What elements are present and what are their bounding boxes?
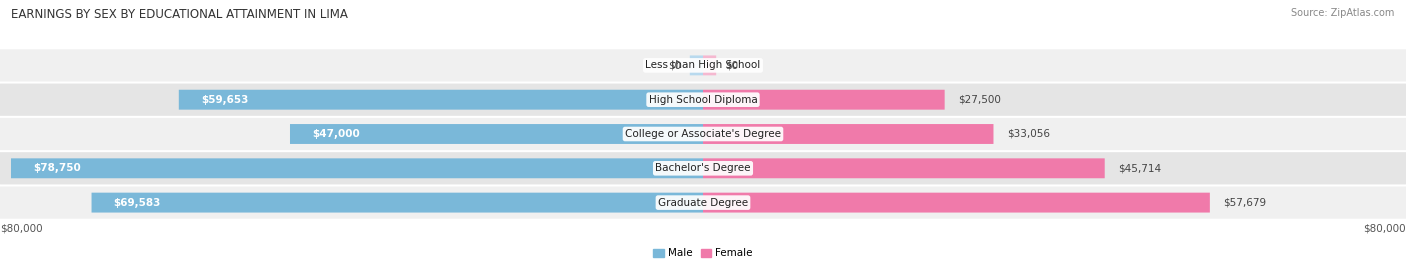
FancyBboxPatch shape: [0, 49, 1406, 81]
Text: Source: ZipAtlas.com: Source: ZipAtlas.com: [1291, 8, 1395, 18]
Text: EARNINGS BY SEX BY EDUCATIONAL ATTAINMENT IN LIMA: EARNINGS BY SEX BY EDUCATIONAL ATTAINMEN…: [11, 8, 349, 21]
Text: High School Diploma: High School Diploma: [648, 95, 758, 105]
FancyBboxPatch shape: [0, 84, 1406, 116]
Text: Bachelor's Degree: Bachelor's Degree: [655, 163, 751, 173]
Text: $27,500: $27,500: [957, 95, 1001, 105]
FancyBboxPatch shape: [690, 55, 703, 75]
FancyBboxPatch shape: [0, 187, 1406, 219]
FancyBboxPatch shape: [0, 152, 1406, 184]
Text: $45,714: $45,714: [1118, 163, 1161, 173]
Text: $78,750: $78,750: [32, 163, 80, 173]
Text: $57,679: $57,679: [1223, 198, 1267, 208]
Text: $69,583: $69,583: [114, 198, 160, 208]
Text: $0: $0: [668, 60, 681, 70]
FancyBboxPatch shape: [703, 55, 716, 75]
Text: College or Associate's Degree: College or Associate's Degree: [626, 129, 780, 139]
FancyBboxPatch shape: [290, 124, 703, 144]
Text: Graduate Degree: Graduate Degree: [658, 198, 748, 208]
Text: $80,000: $80,000: [1364, 223, 1406, 233]
FancyBboxPatch shape: [91, 193, 703, 213]
FancyBboxPatch shape: [703, 90, 945, 110]
Text: Less than High School: Less than High School: [645, 60, 761, 70]
FancyBboxPatch shape: [703, 124, 994, 144]
Text: $80,000: $80,000: [0, 223, 42, 233]
FancyBboxPatch shape: [703, 193, 1209, 213]
Text: $33,056: $33,056: [1007, 129, 1050, 139]
Text: $47,000: $47,000: [312, 129, 360, 139]
Legend: Male, Female: Male, Female: [650, 244, 756, 263]
FancyBboxPatch shape: [11, 158, 703, 178]
Text: $0: $0: [725, 60, 738, 70]
FancyBboxPatch shape: [703, 158, 1105, 178]
FancyBboxPatch shape: [0, 118, 1406, 150]
Text: $59,653: $59,653: [201, 95, 247, 105]
FancyBboxPatch shape: [179, 90, 703, 110]
